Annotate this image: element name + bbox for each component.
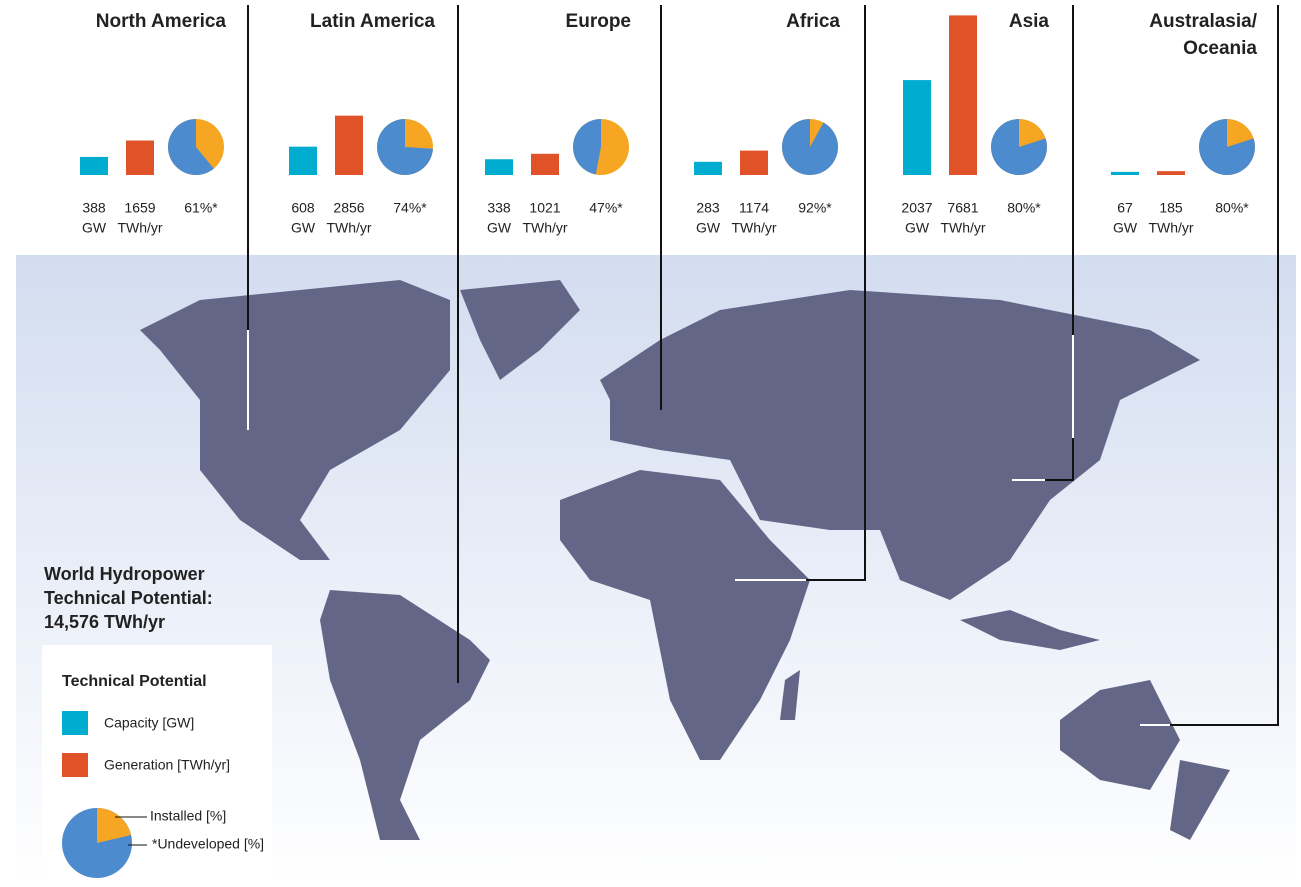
legend-swatch <box>62 711 88 735</box>
legend-label: Installed [%] <box>150 808 226 824</box>
capacity-value: 2037 <box>901 200 932 216</box>
undeveloped-slice <box>782 119 838 175</box>
generation-unit: TWh/yr <box>326 220 371 236</box>
legend-swatch <box>62 753 88 777</box>
legend-pie-slice <box>97 808 131 843</box>
australia <box>1060 680 1180 790</box>
generation-value: 1021 <box>529 200 560 216</box>
generation-value: 2856 <box>333 200 364 216</box>
capacity-value: 608 <box>291 200 315 216</box>
madagascar <box>780 670 800 720</box>
capacity-unit: GW <box>1113 220 1138 236</box>
generation-unit: TWh/yr <box>940 220 985 236</box>
capacity-bar <box>1111 171 1139 175</box>
capacity-bar <box>694 161 722 175</box>
africa <box>560 470 810 760</box>
undeveloped-label: 74%* <box>393 200 427 216</box>
generation-bar <box>126 140 154 175</box>
capacity-unit: GW <box>487 220 512 236</box>
capacity-value: 388 <box>82 200 106 216</box>
south-america <box>320 590 490 840</box>
connector <box>806 5 866 581</box>
world-map <box>140 280 1230 840</box>
undeveloped-slice <box>991 119 1047 175</box>
region-title: Europe <box>565 11 631 32</box>
generation-bar <box>531 153 559 175</box>
capacity-value: 283 <box>696 200 720 216</box>
capacity-unit: GW <box>82 220 107 236</box>
legend-title: Technical Potential <box>62 673 207 690</box>
undeveloped-slice <box>377 119 433 175</box>
capacity-unit: GW <box>291 220 316 236</box>
total-value: 14,576 TWh/yr <box>44 612 166 632</box>
region-title: Australasia/ Oceania <box>1149 11 1257 59</box>
region-title: Asia <box>1008 11 1049 32</box>
region-title: Africa <box>786 11 840 32</box>
generation-value: 7681 <box>947 200 978 216</box>
generation-unit: TWh/yr <box>1148 220 1193 236</box>
undeveloped-label: 80%* <box>1007 200 1041 216</box>
capacity-bar <box>485 159 513 175</box>
greenland <box>460 280 580 380</box>
generation-bar <box>740 150 768 175</box>
generation-value: 185 <box>1159 200 1183 216</box>
connectors <box>247 5 1279 726</box>
connector <box>1170 5 1279 726</box>
eurasia <box>600 290 1200 600</box>
indonesia <box>960 610 1100 650</box>
capacity-bar <box>289 146 317 175</box>
undeveloped-label: 80%* <box>1215 200 1249 216</box>
region-title: North America <box>95 11 226 32</box>
undeveloped-slice <box>168 119 214 175</box>
capacity-unit: GW <box>696 220 721 236</box>
generation-bar <box>949 15 977 175</box>
new-zealand <box>1170 760 1230 840</box>
capacity-value: 338 <box>487 200 511 216</box>
capacity-bar <box>80 156 108 175</box>
capacity-value: 67 <box>1117 200 1133 216</box>
north-america <box>140 280 450 560</box>
generation-value: 1174 <box>739 200 769 216</box>
undeveloped-slice <box>1199 119 1256 175</box>
region-title: Latin America <box>310 11 435 32</box>
undeveloped-label: 92%* <box>798 200 832 216</box>
generation-unit: TWh/yr <box>522 220 567 236</box>
legend-label: Capacity [GW] <box>104 715 194 731</box>
undeveloped-slice <box>573 119 601 175</box>
total-title: World Hydropower Technical Potential: <box>44 564 213 608</box>
undeveloped-label: 61%* <box>184 200 218 216</box>
generation-unit: TWh/yr <box>731 220 776 236</box>
generation-unit: TWh/yr <box>117 220 162 236</box>
legend-label: *Undeveloped [%] <box>152 836 264 852</box>
capacity-unit: GW <box>905 220 930 236</box>
generation-bar <box>335 115 363 175</box>
undeveloped-label: 47%* <box>589 200 623 216</box>
capacity-bar <box>903 80 931 175</box>
generation-value: 1659 <box>124 200 155 216</box>
generation-bar <box>1157 171 1185 175</box>
legend-label: Generation [TWh/yr] <box>104 757 230 773</box>
connector <box>1045 438 1074 481</box>
